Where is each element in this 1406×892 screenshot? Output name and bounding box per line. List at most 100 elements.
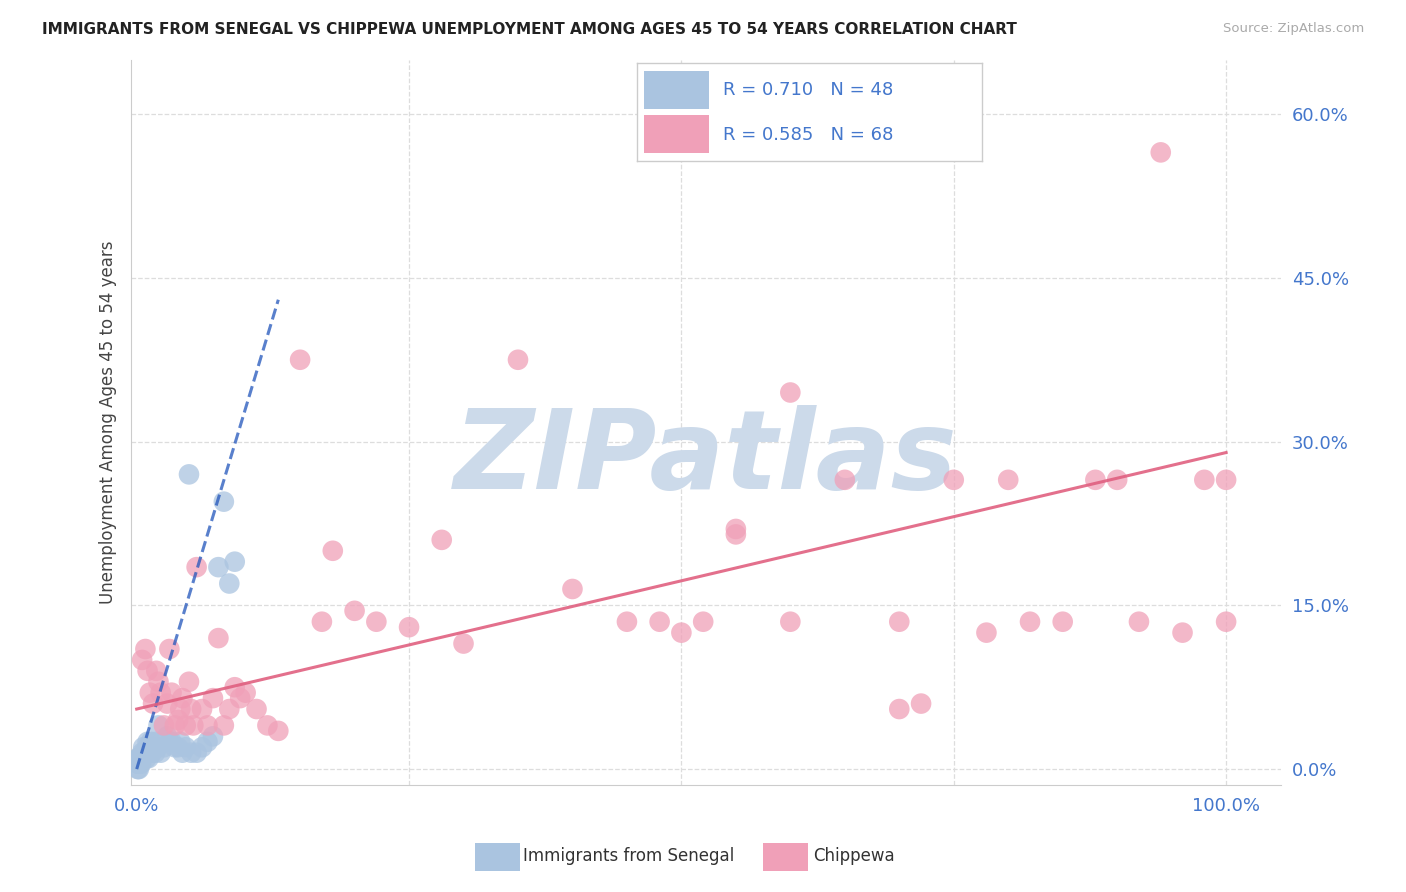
Point: [160, 735, 183, 749]
Point: [218, 576, 240, 591]
Point: [167, 740, 190, 755]
Point: [134, 746, 156, 760]
Point: [1052, 615, 1074, 629]
Point: [148, 674, 170, 689]
Point: [174, 718, 197, 732]
Point: [143, 746, 166, 760]
Point: [724, 522, 747, 536]
Point: [131, 751, 153, 765]
Point: [169, 702, 191, 716]
Point: [779, 615, 801, 629]
Point: [648, 615, 671, 629]
Point: [153, 718, 176, 732]
Point: [1171, 625, 1194, 640]
Point: [322, 543, 344, 558]
Point: [163, 740, 186, 755]
Point: [134, 746, 156, 760]
Point: [997, 473, 1019, 487]
Point: [177, 467, 200, 482]
Point: [191, 740, 214, 755]
Text: Chippewa: Chippewa: [813, 847, 894, 865]
Point: [430, 533, 453, 547]
Point: [229, 691, 252, 706]
Point: [157, 735, 180, 749]
Point: [889, 615, 911, 629]
Point: [145, 664, 167, 678]
Point: [724, 527, 747, 541]
Point: [976, 625, 998, 640]
Point: [910, 697, 932, 711]
Text: IMMIGRANTS FROM SENEGAL VS CHIPPEWA UNEMPLOYMENT AMONG AGES 45 TO 54 YEARS CORRE: IMMIGRANTS FROM SENEGAL VS CHIPPEWA UNEM…: [42, 22, 1017, 37]
Point: [1107, 473, 1129, 487]
Point: [153, 740, 176, 755]
Point: [779, 385, 801, 400]
Point: [132, 740, 155, 755]
Point: [136, 735, 159, 749]
Point: [174, 740, 197, 755]
Point: [163, 718, 186, 732]
Point: [506, 352, 529, 367]
Point: [156, 729, 179, 743]
Y-axis label: Unemployment Among Ages 45 to 54 years: Unemployment Among Ages 45 to 54 years: [100, 241, 117, 604]
Point: [1150, 145, 1173, 160]
Point: [201, 729, 224, 743]
Point: [143, 740, 166, 755]
Point: [142, 697, 165, 711]
Point: [207, 631, 229, 645]
Point: [398, 620, 420, 634]
Point: [149, 686, 172, 700]
Text: ZIPatlas: ZIPatlas: [454, 405, 957, 512]
Point: [186, 746, 208, 760]
Point: [156, 697, 179, 711]
Point: [146, 740, 169, 755]
Point: [942, 473, 965, 487]
Point: [201, 691, 224, 706]
Point: [142, 740, 165, 755]
Point: [207, 560, 229, 574]
Point: [180, 702, 202, 716]
Point: [212, 718, 235, 732]
Point: [343, 604, 366, 618]
Point: [177, 674, 200, 689]
Point: [169, 735, 191, 749]
Point: [256, 718, 278, 732]
Point: [145, 735, 167, 749]
Point: [197, 735, 219, 749]
Point: [1215, 615, 1237, 629]
Point: [172, 691, 194, 706]
Point: [136, 740, 159, 755]
Point: [139, 686, 162, 700]
Text: Immigrants from Senegal: Immigrants from Senegal: [523, 847, 734, 865]
Point: [141, 746, 163, 760]
Point: [136, 664, 159, 678]
Point: [1019, 615, 1042, 629]
Point: [128, 756, 150, 771]
Point: [197, 718, 219, 732]
Point: [139, 746, 162, 760]
Point: [218, 702, 240, 716]
Point: [245, 702, 267, 716]
Point: [1084, 473, 1107, 487]
Point: [671, 625, 693, 640]
Point: [616, 615, 638, 629]
Point: [311, 615, 333, 629]
Point: [1128, 615, 1150, 629]
Point: [180, 746, 202, 760]
Point: [131, 746, 153, 760]
Point: [288, 352, 311, 367]
Point: [127, 751, 149, 765]
Point: [129, 756, 152, 771]
Point: [148, 718, 170, 732]
Point: [191, 702, 214, 716]
Point: [224, 680, 246, 694]
Point: [139, 735, 162, 749]
Point: [834, 473, 856, 487]
Point: [157, 642, 180, 657]
Point: [128, 751, 150, 765]
Point: [127, 756, 149, 771]
Point: [186, 560, 208, 574]
Text: Source: ZipAtlas.com: Source: ZipAtlas.com: [1223, 22, 1364, 36]
Point: [267, 723, 290, 738]
Point: [1194, 473, 1216, 487]
Point: [135, 751, 157, 765]
